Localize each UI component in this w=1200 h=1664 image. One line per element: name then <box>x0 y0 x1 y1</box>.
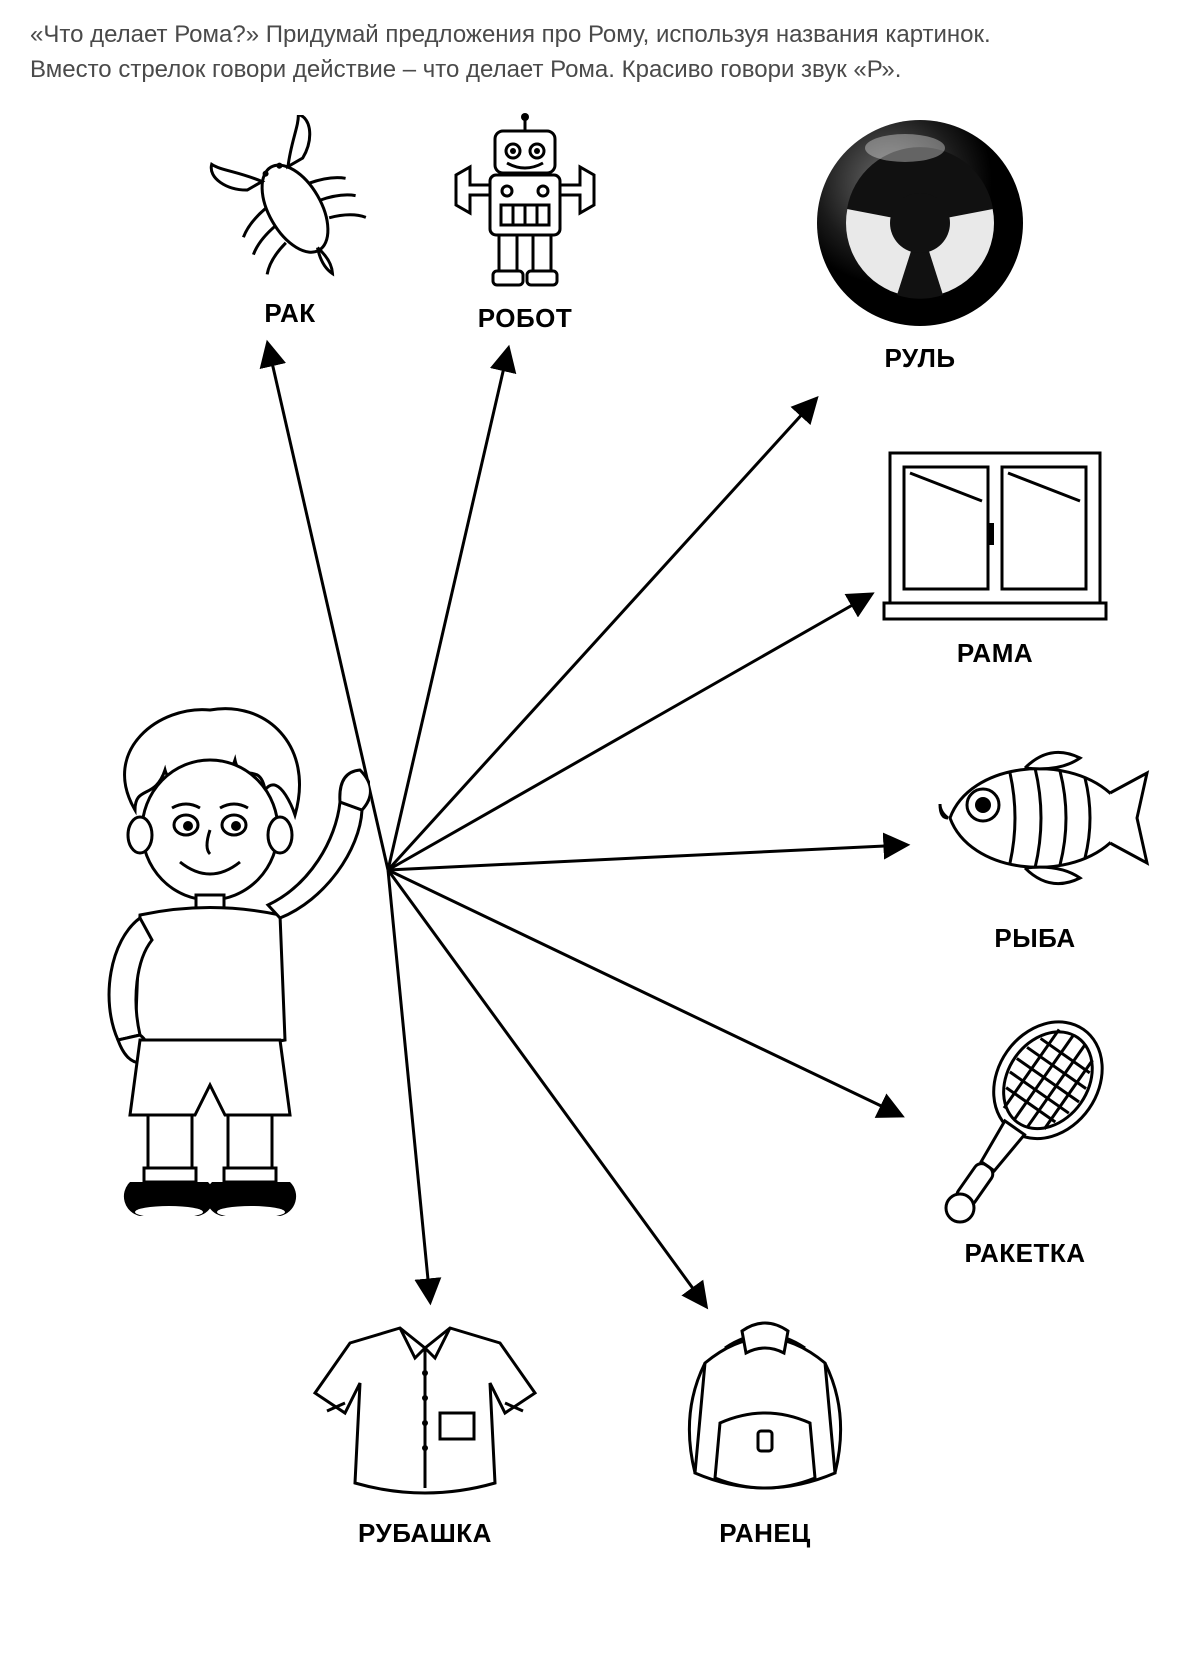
arrow-ryba <box>388 845 905 870</box>
instructions-line2: Вместо стрелок говори действие – что дел… <box>30 56 901 83</box>
label-robot: РОБОТ <box>420 303 630 334</box>
item-ryba: РЫБА <box>910 720 1160 954</box>
arrow-rama <box>388 595 870 870</box>
label-rama: РАМА <box>870 638 1120 669</box>
rul-icon <box>790 110 1050 335</box>
ranets-icon <box>640 1300 890 1510</box>
arrow-rul <box>388 400 815 870</box>
label-ranets: РАНЕЦ <box>640 1518 890 1549</box>
label-rak: РАК <box>175 298 405 329</box>
item-raketka: РАКЕТКА <box>900 1010 1150 1269</box>
rak-icon <box>175 110 405 290</box>
instructions-line1: «Что делает Рома?» Придумай предложения … <box>30 21 991 48</box>
label-ryba: РЫБА <box>910 923 1160 954</box>
arrow-raketka <box>388 870 900 1115</box>
label-rul: РУЛЬ <box>790 343 1050 374</box>
item-rubashka: РУБАШКА <box>280 1300 570 1549</box>
arrow-rubashka <box>388 870 430 1300</box>
rubashka-icon <box>280 1300 570 1510</box>
rama-icon <box>870 440 1120 630</box>
item-ranets: РАНЕЦ <box>640 1300 890 1549</box>
robot-icon <box>420 110 630 295</box>
item-rak: РАК <box>175 110 405 329</box>
boy <box>40 690 370 1230</box>
item-robot: РОБОТ <box>420 110 630 334</box>
item-rama: РАМА <box>870 440 1120 669</box>
arrow-robot <box>388 350 508 870</box>
instructions: «Что делает Рома?» Придумай предложения … <box>30 18 1170 88</box>
raketka-icon <box>900 1010 1150 1230</box>
ryba-icon <box>910 720 1160 915</box>
boy-icon <box>40 690 370 1230</box>
label-raketka: РАКЕТКА <box>900 1238 1150 1269</box>
label-rubashka: РУБАШКА <box>280 1518 570 1549</box>
item-rul: РУЛЬ <box>790 110 1050 374</box>
arrow-ranets <box>388 870 705 1305</box>
